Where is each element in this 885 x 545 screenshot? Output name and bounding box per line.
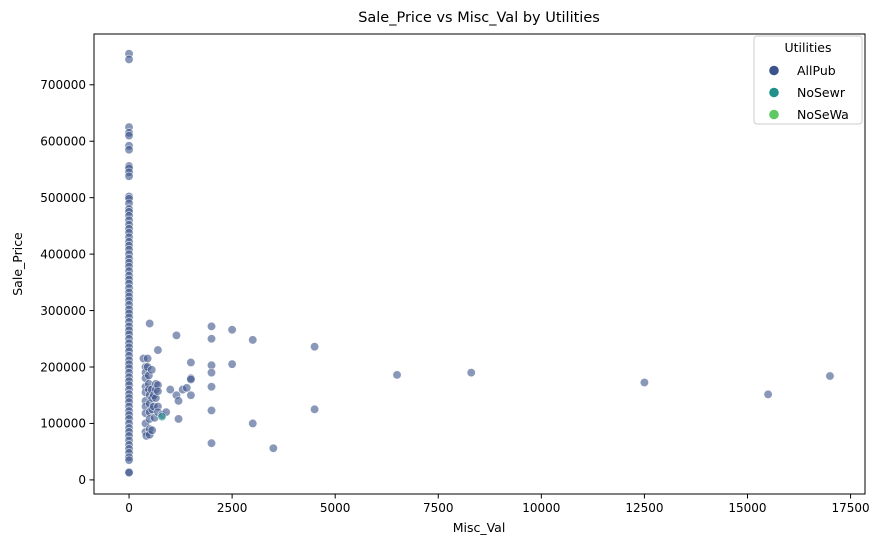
data-point-allpub xyxy=(227,359,237,369)
data-point-allpub xyxy=(207,438,217,448)
x-tick-label: 12500 xyxy=(625,501,663,515)
data-point-allpub xyxy=(763,389,773,399)
data-point-allpub xyxy=(207,334,217,344)
data-point-allpub xyxy=(392,370,402,380)
x-tick-label: 5000 xyxy=(320,501,351,515)
data-point-allpub xyxy=(147,425,157,435)
legend-label-allpub: AllPub xyxy=(797,63,836,78)
data-point-allpub xyxy=(248,335,258,345)
data-point-allpub xyxy=(248,418,258,428)
legend-box xyxy=(753,35,863,125)
data-point-allpub xyxy=(466,368,476,378)
legend-marker-nosewr xyxy=(769,87,779,98)
data-point-allpub xyxy=(227,325,237,335)
plot-frame xyxy=(93,33,866,495)
x-tick-label: 15000 xyxy=(728,501,766,515)
data-point-allpub xyxy=(186,357,196,367)
y-tick-label: 600000 xyxy=(40,135,86,149)
data-point-allpub xyxy=(186,390,196,400)
y-tick-label: 500000 xyxy=(40,191,86,205)
chart-title: Sale_Price vs Misc_Val by Utilities xyxy=(358,10,600,26)
data-point-allpub xyxy=(124,455,134,465)
x-tick-label: 7500 xyxy=(423,501,454,515)
data-point-allpub xyxy=(186,374,196,384)
data-point-allpub xyxy=(207,382,217,392)
x-axis: 0 2500 5000 7500 10000 12500 15000 17500 xyxy=(125,494,870,515)
y-tick-label: 200000 xyxy=(40,360,86,374)
legend: Utilities AllPub NoSewr NoSeWa xyxy=(753,35,863,125)
data-point-allpub xyxy=(207,368,217,378)
y-tick-label: 300000 xyxy=(40,304,86,318)
y-tick-label: 400000 xyxy=(40,247,86,261)
y-tick-label: 100000 xyxy=(40,417,86,431)
data-point-nosewr xyxy=(157,412,167,422)
data-point-allpub xyxy=(124,171,134,181)
x-tick-label: 10000 xyxy=(522,501,560,515)
y-tick-label: 700000 xyxy=(40,78,86,92)
plot-area xyxy=(124,49,835,478)
legend-title: Utilities xyxy=(784,40,831,55)
data-point-allpub xyxy=(310,404,320,414)
data-point-allpub xyxy=(124,131,134,141)
data-point-allpub xyxy=(310,342,320,352)
data-point-allpub xyxy=(174,396,184,406)
data-point-allpub xyxy=(207,321,217,331)
data-point-allpub xyxy=(153,386,163,396)
x-tick-label: 17500 xyxy=(831,501,869,515)
data-point-allpub xyxy=(165,385,175,395)
y-axis-label: Sale_Price xyxy=(10,232,25,296)
data-point-allpub xyxy=(207,405,217,415)
data-point-allpub xyxy=(182,383,192,393)
data-point-allpub xyxy=(268,443,278,453)
legend-marker-allpub xyxy=(769,65,779,76)
x-tick-label: 0 xyxy=(125,501,133,515)
data-point-allpub xyxy=(171,330,181,340)
data-point-allpub xyxy=(143,354,153,364)
data-point-allpub xyxy=(124,145,134,155)
data-point-allpub xyxy=(825,371,835,381)
legend-label-nosewa: NoSeWa xyxy=(797,107,849,122)
legend-marker-nosewa xyxy=(769,109,779,120)
y-axis: 0 100000 200000 300000 400000 500000 600000 700… xyxy=(40,78,94,487)
data-point-allpub xyxy=(153,345,163,355)
x-axis-label: Misc_Val xyxy=(453,520,506,535)
data-point-allpub xyxy=(639,378,649,388)
data-point-allpub xyxy=(174,414,184,424)
data-point-allpub xyxy=(124,54,134,64)
y-tick-label: 0 xyxy=(78,473,86,487)
legend-label-nosewr: NoSewr xyxy=(797,85,846,100)
data-point-allpub xyxy=(124,468,134,478)
data-point-allpub xyxy=(147,365,157,375)
data-point-allpub xyxy=(145,319,155,329)
x-tick-label: 2500 xyxy=(217,501,248,515)
